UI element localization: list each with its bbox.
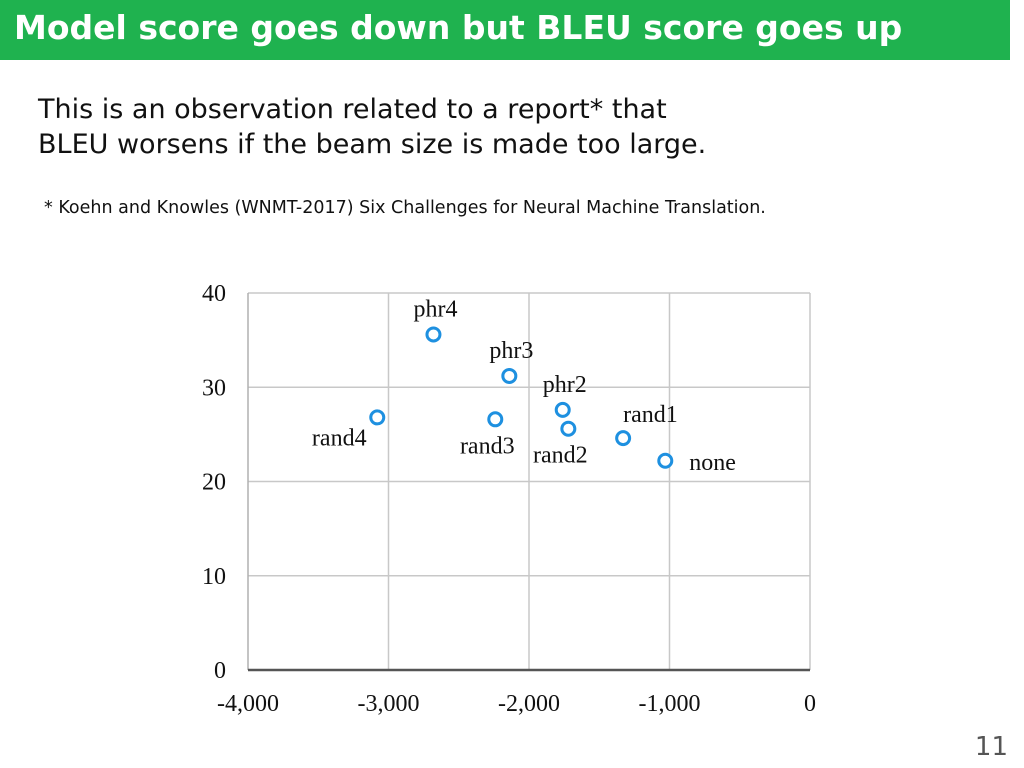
x-tick-label: -2,000 [498, 691, 560, 717]
y-tick-label: 0 [214, 658, 226, 684]
slide-title: Model score goes down but BLEU score goe… [14, 8, 903, 47]
x-tick-label: 0 [804, 691, 816, 717]
data-point-phr3 [501, 367, 518, 384]
y-tick-label: 20 [202, 470, 226, 496]
point-label-phr3: phr3 [489, 338, 533, 364]
data-point-rand2 [560, 420, 577, 437]
point-label-rand3: rand3 [460, 433, 515, 459]
page-number: 11 [974, 732, 1008, 762]
x-tick-label: -3,000 [358, 691, 420, 717]
x-tick-label: -1,000 [639, 691, 701, 717]
point-label-rand2: rand2 [533, 443, 588, 469]
data-point-none [657, 452, 674, 469]
point-label-none: none [689, 450, 736, 476]
y-tick-label: 10 [202, 564, 226, 590]
point-label-rand1: rand1 [623, 402, 678, 428]
y-tick-label: 40 [202, 281, 226, 307]
body-line-1: This is an observation related to a repo… [38, 94, 667, 125]
point-label-phr4: phr4 [413, 296, 457, 322]
point-label-phr2: phr2 [543, 372, 587, 398]
body-line-2: BLEU worsens if the beam size is made to… [38, 129, 707, 160]
footnote: * Koehn and Knowles (WNMT-2017) Six Chal… [44, 198, 766, 218]
title-bar: Model score goes down but BLEU score goe… [0, 0, 1010, 60]
data-point-rand1 [615, 430, 632, 447]
data-point-rand4 [369, 409, 386, 426]
point-label-rand4: rand4 [312, 425, 367, 451]
y-tick-label: 30 [202, 375, 226, 401]
x-tick-label: -4,000 [217, 691, 279, 717]
data-point-phr4 [425, 326, 442, 343]
data-point-rand3 [487, 411, 504, 428]
data-point-phr2 [554, 401, 571, 418]
